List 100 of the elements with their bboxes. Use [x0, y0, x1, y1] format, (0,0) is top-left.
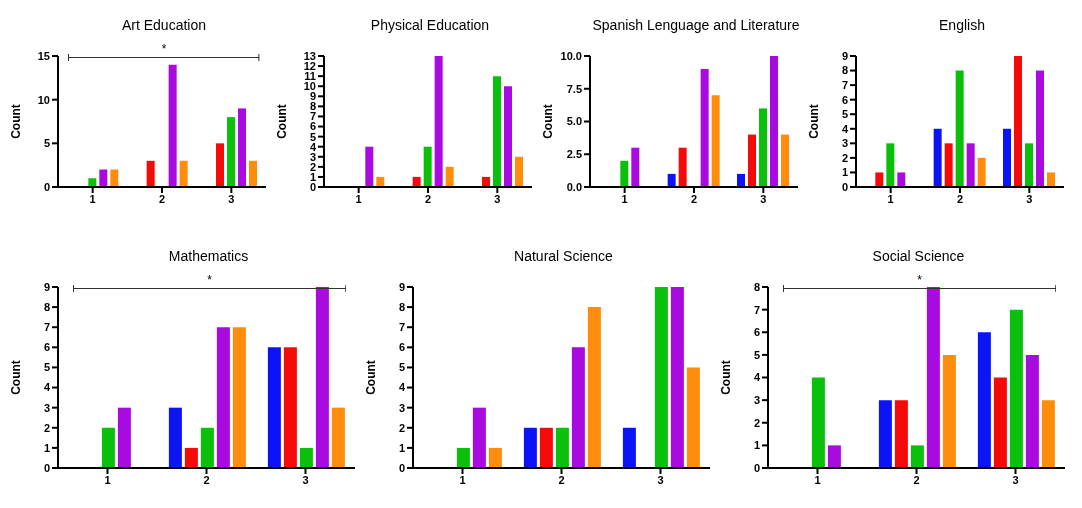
y-tick-label: 9 — [309, 90, 316, 103]
bar — [514, 156, 523, 187]
bar — [1009, 309, 1023, 468]
x-tick-label: 3 — [1026, 192, 1033, 205]
y-tick-label: 5 — [398, 361, 405, 374]
y-axis-title: Count — [275, 104, 290, 139]
y-tick-label: 1 — [753, 439, 760, 452]
bar — [933, 128, 942, 187]
bar — [237, 108, 246, 187]
x-tick-label: 3 — [1012, 473, 1019, 486]
y-tick-label: 10.0 — [560, 49, 582, 62]
y-axis-title: Count — [719, 360, 734, 395]
y-tick-label: 7 — [43, 321, 50, 334]
x-tick-label: 1 — [459, 473, 466, 486]
bar — [445, 166, 454, 187]
y-axis-title: Count — [807, 104, 822, 139]
x-tick-label: 1 — [104, 473, 111, 486]
y-tick-label: 4 — [841, 122, 849, 135]
y-tick-label: 13 — [303, 49, 316, 62]
bar — [966, 143, 975, 187]
y-tick-label: 1 — [398, 441, 405, 454]
y-tick-label: 0 — [753, 461, 760, 474]
x-tick-label: 3 — [657, 473, 664, 486]
bar — [117, 407, 131, 468]
bar — [827, 445, 841, 468]
y-tick-label: 0 — [841, 180, 848, 193]
bar — [878, 400, 892, 468]
bar — [977, 157, 986, 187]
bar — [184, 447, 198, 468]
bar — [686, 367, 700, 468]
y-axis-title: Count — [364, 360, 379, 395]
text: * — [160, 42, 168, 56]
y-tick-label: 7 — [398, 321, 405, 334]
y-tick-label: 3 — [309, 150, 316, 163]
y-tick-label: 6 — [753, 326, 760, 339]
chart-title: Mathematics — [167, 247, 250, 266]
x-tick-label: 2 — [203, 473, 210, 486]
x-tick-label: 1 — [887, 192, 894, 205]
bar — [555, 427, 569, 468]
y-tick-label: 2 — [753, 416, 760, 429]
x-tick-label: 2 — [558, 473, 565, 486]
bar — [492, 76, 501, 187]
y-tick-label: 0.0 — [566, 180, 582, 193]
x-tick-label: 3 — [228, 192, 235, 205]
y-axis-title: Count — [9, 104, 24, 139]
bar — [503, 86, 512, 187]
y-tick-label: 15 — [37, 49, 50, 62]
bar — [267, 347, 281, 468]
bar — [1041, 400, 1055, 468]
bar — [926, 287, 940, 468]
y-tick-label: 12 — [303, 59, 316, 72]
x-tick-label: 2 — [690, 192, 698, 205]
y-tick-label: 7 — [841, 79, 848, 92]
annotation: * — [206, 273, 213, 287]
bar — [101, 427, 115, 468]
bar — [758, 108, 767, 187]
y-tick-label: 1 — [309, 170, 316, 183]
bar — [678, 147, 687, 187]
bar — [200, 427, 214, 468]
bar — [670, 287, 684, 468]
y-tick-label: 4 — [309, 140, 317, 153]
bar — [1035, 70, 1044, 187]
bar — [215, 143, 224, 187]
chart-title: Spanish Lenguage and Literature — [591, 16, 801, 35]
y-tick-label: 5 — [309, 130, 316, 143]
bar — [1013, 56, 1022, 187]
y-tick-label: 8 — [841, 64, 848, 77]
bar — [315, 287, 329, 468]
bar — [667, 173, 676, 187]
y-tick-label: 3 — [43, 401, 50, 414]
bar — [886, 143, 895, 187]
bar — [769, 56, 778, 187]
bar — [110, 169, 119, 187]
bar — [423, 146, 432, 187]
bar — [365, 146, 374, 187]
y-tick-label: 0 — [43, 461, 50, 474]
y-tick-label: 2 — [398, 421, 405, 434]
bar — [910, 445, 924, 468]
y-tick-label: 8 — [398, 301, 405, 314]
bar — [434, 56, 443, 187]
y-tick-label: 7 — [753, 303, 760, 316]
y-tick-label: 2.5 — [566, 148, 582, 161]
y-tick-label: 3 — [398, 401, 405, 414]
y-tick-label: 8 — [753, 280, 760, 293]
bar — [993, 377, 1007, 468]
bar — [168, 407, 182, 468]
y-tick-label: 3 — [841, 137, 848, 150]
bar — [711, 95, 720, 187]
y-tick-label: 9 — [841, 49, 848, 62]
chart-title: Physical Education — [369, 16, 491, 35]
y-axis-title: Count — [541, 104, 556, 139]
y-tick-label: 10 — [37, 93, 50, 106]
y-tick-label: 4 — [398, 381, 406, 394]
bar — [1024, 143, 1033, 187]
y-tick-label: 0 — [309, 180, 316, 193]
x-tick-label: 2 — [956, 192, 964, 205]
bar — [1046, 172, 1055, 187]
y-tick-label: 2 — [309, 160, 316, 173]
bar — [955, 70, 964, 187]
bar — [622, 427, 636, 468]
